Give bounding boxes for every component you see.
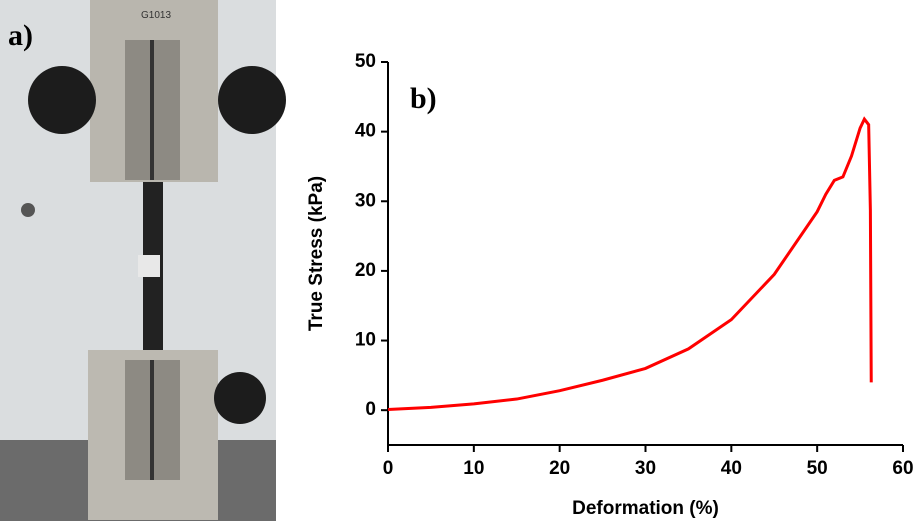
knob	[218, 66, 286, 134]
y-tick-label: 40	[355, 121, 376, 142]
x-tick-label: 60	[892, 458, 913, 479]
screw	[21, 203, 35, 217]
y-tick-label: 50	[355, 51, 376, 72]
y-tick-label: 10	[355, 330, 376, 351]
y-axis-label: True Stress (kPa)	[306, 176, 327, 331]
knob	[28, 66, 96, 134]
jaw-gap	[150, 360, 154, 480]
data-line	[387, 116, 873, 411]
jaw-gap	[150, 40, 154, 180]
x-tick-label: 10	[463, 458, 484, 479]
machine-text: G1013	[141, 10, 171, 21]
panel-label: a)	[8, 19, 33, 52]
y-tick-label: 0	[365, 399, 376, 420]
knob	[214, 372, 266, 424]
x-tick-label: 20	[549, 458, 570, 479]
x-tick-label: 40	[721, 458, 742, 479]
photo: G1013 a)	[0, 0, 286, 521]
x-tick-label: 0	[383, 458, 394, 479]
panel-label: b)	[410, 82, 437, 115]
x-axis-label: Deformation (%)	[572, 498, 719, 519]
y-tick-label: 30	[355, 190, 376, 211]
y-tick-label: 20	[355, 260, 376, 281]
sample-tag	[138, 255, 160, 277]
x-tick-label: 50	[807, 458, 828, 479]
x-tick-label: 30	[635, 458, 656, 479]
